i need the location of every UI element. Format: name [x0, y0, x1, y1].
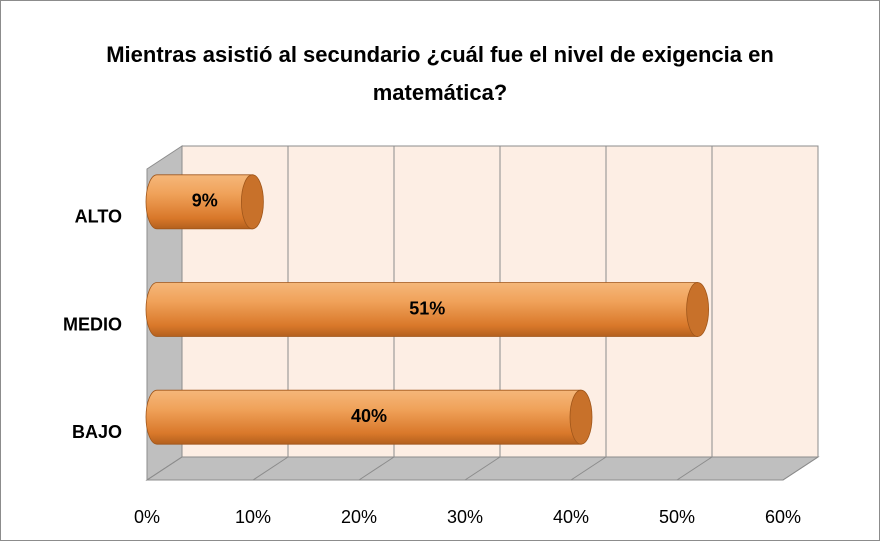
data-label: 51% — [409, 298, 445, 318]
bar-body — [145, 389, 582, 445]
data-label: 9% — [192, 191, 218, 211]
grid-line — [570, 456, 607, 481]
bar — [145, 174, 264, 230]
bar — [145, 282, 709, 337]
y-tick-label: BAJO — [72, 422, 122, 442]
grid-line — [464, 456, 501, 481]
x-tick-label: 60% — [765, 507, 801, 527]
x-tick-label: 20% — [341, 507, 377, 527]
grid-line — [676, 456, 713, 481]
bar-cap — [569, 389, 593, 445]
grid-line — [782, 456, 819, 481]
bar-cap — [686, 282, 709, 337]
grid-line — [146, 456, 183, 481]
x-tick-label: 50% — [659, 507, 695, 527]
y-tick-label: ALTO — [75, 207, 122, 227]
x-tick-label: 10% — [235, 507, 271, 527]
grid-line — [358, 456, 395, 481]
x-tick-label: 40% — [553, 507, 589, 527]
bar-body — [145, 282, 698, 337]
data-label: 40% — [351, 406, 387, 426]
chart-title: Mientras asistió al secundario ¿cuál fue… — [106, 42, 774, 105]
bar-cap — [240, 174, 264, 230]
x-tick-label: 0% — [134, 507, 160, 527]
bar-body — [145, 174, 253, 230]
x-tick-label: 30% — [447, 507, 483, 527]
grid-line — [252, 456, 289, 481]
bar — [145, 389, 593, 445]
y-tick-label: MEDIO — [63, 314, 122, 334]
